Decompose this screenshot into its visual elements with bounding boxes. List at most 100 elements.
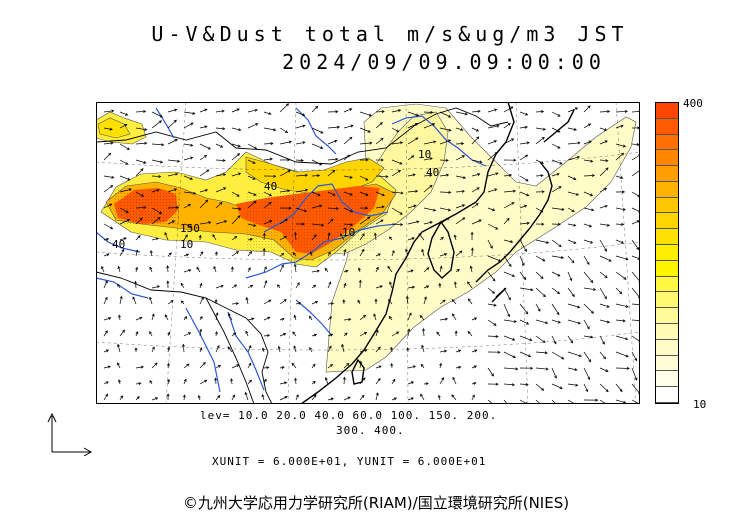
wind-arrow-head xyxy=(252,176,256,180)
wind-arrow-head xyxy=(545,367,549,371)
wind-arrow xyxy=(231,332,236,337)
wind-arrow xyxy=(263,367,269,369)
wind-arrow xyxy=(231,394,235,401)
wind-arrow xyxy=(279,127,288,133)
wind-arrow-head xyxy=(222,159,226,163)
wind-arrow xyxy=(103,393,108,401)
wind-arrow-head xyxy=(263,266,267,270)
wind-arrow-head xyxy=(217,395,221,399)
wind-arrow-head xyxy=(390,362,394,367)
wind-arrow xyxy=(631,220,640,225)
wind-arrow xyxy=(149,297,153,305)
wind-arrow-head xyxy=(418,233,422,237)
wind-arrow-head xyxy=(622,144,627,148)
wind-arrow xyxy=(599,239,607,252)
chart-timestamp: 2024/09/09.09:00:00 xyxy=(282,50,606,74)
wind-arrow-head xyxy=(301,222,305,226)
wind-arrow xyxy=(151,346,155,353)
wind-arrow xyxy=(583,319,590,330)
wind-arrow xyxy=(487,287,495,294)
wind-arrow xyxy=(150,250,153,257)
wind-arrow-head xyxy=(432,123,436,127)
wind-arrow xyxy=(311,363,316,369)
wind-arrow-head xyxy=(349,136,353,140)
wind-arrow-head xyxy=(302,124,306,128)
wind-arrow-head xyxy=(350,223,354,227)
wind-arrow-head xyxy=(439,265,443,269)
wind-arrow-head xyxy=(287,189,291,193)
wind-arrow xyxy=(183,143,193,146)
wind-arrow xyxy=(567,107,578,113)
wind-arrow-head xyxy=(199,315,203,320)
wind-arrow-head xyxy=(524,204,528,208)
wind-arrow-head xyxy=(473,365,477,369)
wind-arrow xyxy=(405,249,409,257)
wind-arrow xyxy=(343,249,346,257)
dust-wind-map: 40 150 10 10 40 10 40 xyxy=(96,102,640,404)
wind-arrow-head xyxy=(625,257,629,261)
wind-arrow-head xyxy=(143,109,147,113)
wind-arrow xyxy=(167,220,175,225)
wind-arrow xyxy=(215,187,226,193)
wind-arrow xyxy=(103,317,111,321)
wind-arrow-head xyxy=(605,167,609,171)
wind-arrow-head xyxy=(556,291,561,295)
contour-label: 10 xyxy=(180,238,193,251)
wind-arrow xyxy=(294,232,297,241)
wind-arrow xyxy=(135,142,147,145)
wind-arrow-head xyxy=(149,266,153,270)
wind-arrow xyxy=(103,185,113,193)
wind-arrow-head xyxy=(556,312,560,316)
wind-arrow xyxy=(231,172,241,177)
wind-arrow-head xyxy=(253,200,257,204)
wind-arrow xyxy=(309,347,313,353)
wind-arrow xyxy=(263,202,272,209)
wind-arrow xyxy=(551,239,562,247)
wind-arrow-head xyxy=(151,346,155,350)
wind-arrow-head xyxy=(391,250,395,254)
wind-arrow xyxy=(247,345,252,353)
wind-arrow xyxy=(391,207,403,215)
wind-arrow-head xyxy=(187,332,192,335)
wind-arrow xyxy=(407,174,416,177)
wind-arrow-head xyxy=(143,160,147,164)
wind-arrow-head xyxy=(525,154,529,158)
wind-arrow xyxy=(199,221,211,225)
wind-arrow xyxy=(467,281,473,289)
wind-arrow-head xyxy=(426,267,430,271)
wind-arrow-head xyxy=(149,379,153,384)
wind-arrow-head xyxy=(557,129,561,133)
wind-arrow-head xyxy=(494,152,498,155)
wind-arrow-head xyxy=(462,176,467,180)
wind-arrow xyxy=(519,383,529,385)
wind-arrow xyxy=(117,362,121,369)
wind-arrow-head xyxy=(245,330,249,334)
wind-arrow xyxy=(279,219,288,225)
wind-arrow xyxy=(615,351,629,357)
wind-arrow xyxy=(215,345,220,353)
wind-arrow xyxy=(212,234,217,241)
wind-arrow-head xyxy=(253,193,257,196)
wind-arrow xyxy=(151,207,162,214)
wind-arrow xyxy=(631,319,640,321)
wind-arrow-head xyxy=(296,282,300,286)
wind-arrow xyxy=(455,111,468,115)
wind-arrow-head xyxy=(553,341,557,345)
wind-arrow-head xyxy=(261,347,265,351)
wind-arrow xyxy=(551,335,557,344)
wind-arrow xyxy=(535,159,544,164)
wind-arrow xyxy=(103,175,114,178)
wind-arrow-head xyxy=(204,379,208,383)
wind-arrow-head xyxy=(605,389,609,393)
wind-arrow-head xyxy=(155,397,159,401)
wind-arrow-head xyxy=(184,234,188,238)
wind-arrow-head xyxy=(419,314,423,318)
wind-arrow-head xyxy=(541,190,545,194)
wind-arrow xyxy=(407,270,414,273)
wind-arrow xyxy=(455,217,465,225)
wind-arrow-head xyxy=(542,258,546,262)
wind-arrow xyxy=(263,316,270,321)
wind-arrow xyxy=(535,303,541,312)
wind-arrow-head xyxy=(605,369,609,372)
wind-arrow-head xyxy=(288,140,293,144)
